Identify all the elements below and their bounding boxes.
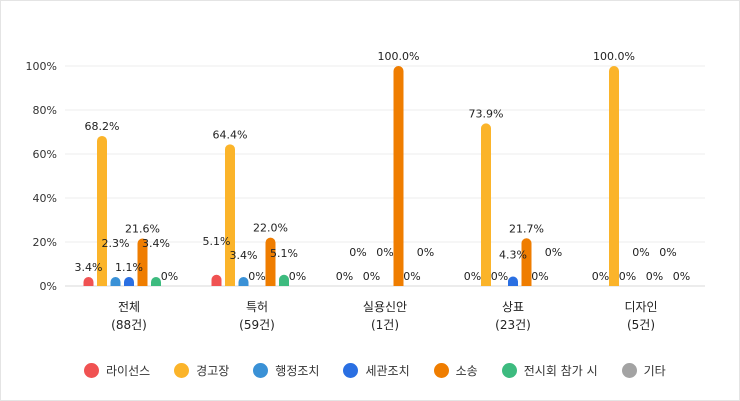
legend-dot-icon [433,363,449,378]
data-label: 0% [659,246,676,259]
data-label: 5.1% [270,247,298,260]
y-tick-label: 80% [33,104,57,117]
category-label: 상표 [502,300,524,314]
data-label: 0% [336,270,353,283]
data-label: 0% [363,270,380,283]
y-tick-label: 40% [33,192,57,205]
bar-행정조치 [110,277,121,286]
legend-label: 기타 [643,364,666,378]
bar-소송 [265,237,276,286]
legend-label: 라이선스 [106,364,151,378]
legend-item[interactable]: 기타 [621,362,666,379]
data-label: 0% [673,270,690,283]
data-label: 0% [632,246,649,259]
legend-dot-icon [174,363,190,378]
bar-경고장 [609,66,619,286]
category-count-label: (23건) [495,318,531,332]
data-label: 73.9% [469,107,504,120]
data-label: 22.0% [253,222,288,235]
bar-라이선스 [211,274,222,286]
bar-행정조치 [238,277,249,286]
legend-dot-icon [343,363,359,378]
legend-item[interactable]: 전시회 참가 시 [501,362,598,379]
legend-item[interactable]: 라이선스 [84,362,150,379]
data-label: 0% [417,246,434,259]
bar-경고장 [225,144,235,286]
category-label: 특허 [246,300,268,314]
legend-item[interactable]: 경고장 [174,362,229,379]
bar-소송 [137,238,148,286]
y-tick-label: 60% [33,148,57,161]
category-count-label: (1건) [371,318,399,332]
data-label: 0% [464,270,481,283]
data-label: 3.4% [142,237,170,250]
data-label: 3.4% [230,249,258,262]
data-label: 68.2% [85,120,120,133]
category-count-label: (59건) [239,318,275,332]
legend-label: 행정조치 [275,364,320,378]
data-label: 2.3% [102,237,130,250]
legend-dot-icon [84,363,99,378]
y-tick-label: 100% [26,60,57,73]
bar-소송 [521,238,532,286]
data-label: 0% [545,246,562,259]
bar-전시회 참가 시 [279,274,289,286]
category-count-label: (88건) [111,318,147,332]
bar-경고장 [481,123,491,286]
data-label: 0% [646,270,663,283]
bar-세관조치 [124,277,134,286]
data-label: 100.0% [378,50,420,63]
bar-소송 [393,66,404,286]
legend-dot-icon [621,363,637,378]
data-label: 0% [403,270,420,283]
data-label: 0% [289,270,306,283]
category-label: 디자인 [624,300,657,314]
legend: 라이선스 경고장 행정조치 세관조치 소송 전시회 참가 시 기타 [84,362,690,379]
legend-label: 경고장 [196,364,230,378]
data-label: 0% [619,270,636,283]
bar-세관조치 [508,276,518,286]
data-label: 0% [248,270,265,283]
data-label: 1.1% [115,261,143,274]
data-label: 0% [531,270,548,283]
category-label: 실용신안 [363,300,407,314]
legend-label: 세관조치 [365,364,410,378]
data-label: 0% [161,270,178,283]
legend-dot-icon [253,363,269,378]
data-label: 0% [491,270,508,283]
legend-item[interactable]: 세관조치 [343,362,410,379]
data-label: 64.4% [213,128,248,141]
category-count-label: (5건) [627,318,655,332]
bar-경고장 [97,135,107,286]
legend-label: 소송 [455,364,478,378]
legend-label: 전시회 참가 시 [523,364,598,378]
bar-전시회 참가 시 [151,277,161,286]
data-label: 100.0% [593,50,635,63]
data-label: 0% [376,246,393,259]
data-label: 4.3% [499,249,527,262]
data-label: 3.4% [75,261,103,274]
data-label: 21.6% [125,222,160,235]
data-label: 21.7% [509,222,544,235]
data-label: 0% [592,270,609,283]
category-label: 전체 [118,300,140,314]
legend-item[interactable]: 소송 [433,362,478,379]
legend-item[interactable]: 행정조치 [253,362,319,379]
legend-dot-icon [501,363,517,378]
data-label: 5.1% [203,235,231,248]
data-label: 0% [349,246,366,259]
y-tick-label: 0% [40,280,57,293]
y-tick-label: 20% [33,236,57,249]
bar-라이선스 [83,277,94,286]
